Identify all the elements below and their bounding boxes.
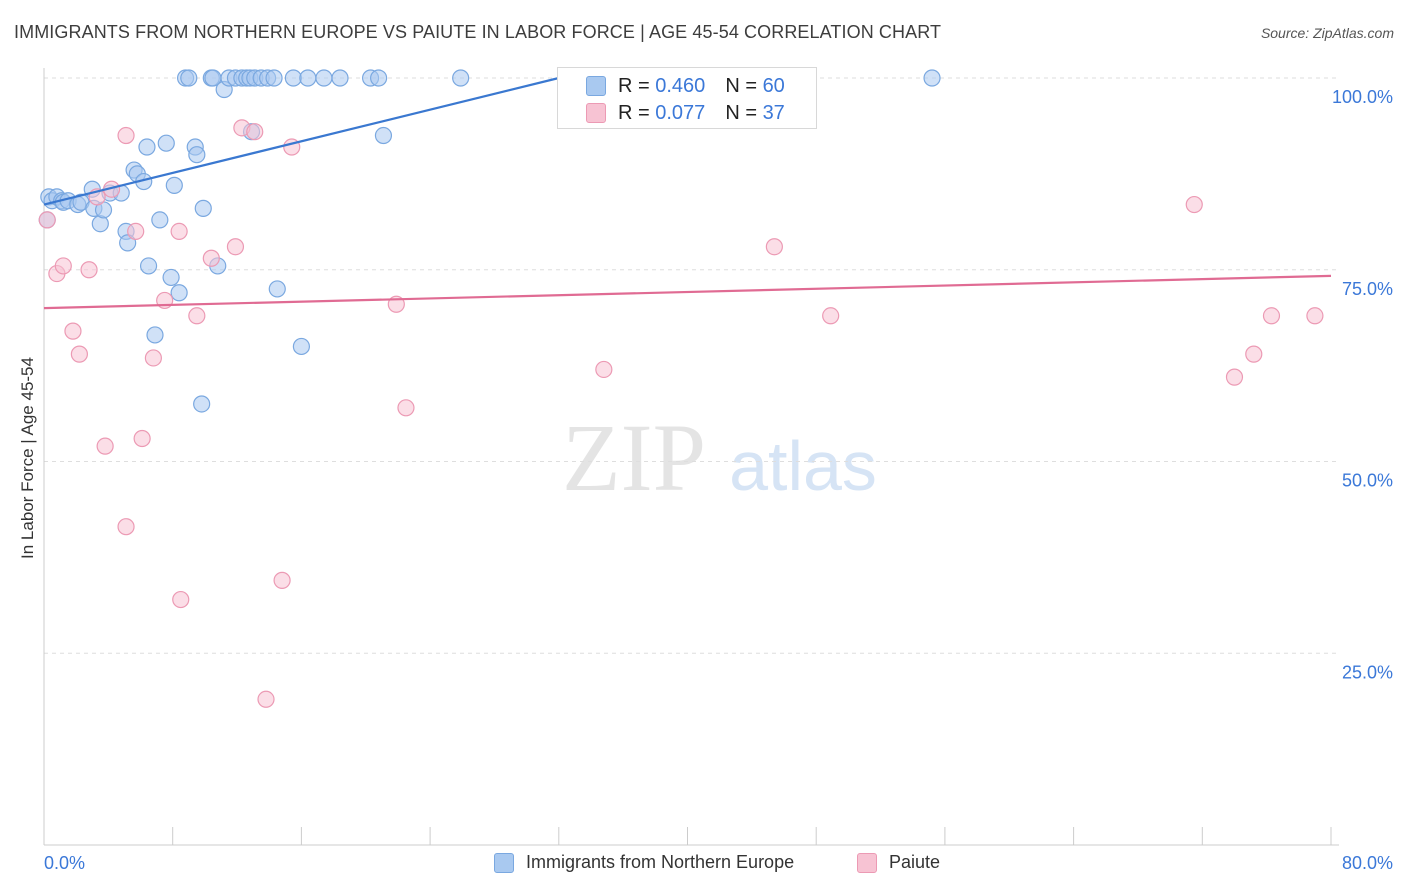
r-label: R =: [618, 74, 650, 97]
legend-swatch-northern-europe: [494, 852, 514, 873]
scatter-point-paiute: [595, 360, 613, 379]
correlation-legend: R = 0.460 N = 60 R = 0.077 N = 37: [557, 67, 817, 129]
legend-item-paiute[interactable]: Paiute: [857, 852, 940, 873]
scatter-point-northern-europe: [146, 326, 164, 344]
scatter-point-northern-europe: [299, 69, 317, 87]
scatter-point-paiute: [172, 590, 190, 609]
scatter-point-northern-europe: [194, 199, 212, 217]
scatter-point-northern-europe: [162, 268, 180, 287]
y-tick-label: 100.0%: [1332, 87, 1393, 107]
scatter-point-paiute: [1262, 307, 1281, 325]
correlation-row-paiute: R = 0.077 N = 37: [586, 101, 785, 125]
scatter-point-northern-europe: [188, 146, 206, 164]
scatter-point-northern-europe: [331, 69, 349, 87]
n-label: N =: [725, 74, 757, 97]
scatter-point-paiute: [765, 238, 783, 256]
scatter-point-paiute: [1225, 368, 1244, 386]
correlation-row-northern-europe: R = 0.460 N = 60: [586, 74, 785, 98]
legend-swatch-paiute: [857, 852, 877, 873]
series-legend: Immigrants from Northern Europe Paiute: [0, 852, 1406, 878]
scatter-point-paiute: [1245, 345, 1263, 363]
scatter-point-northern-europe: [315, 69, 333, 87]
correlation-swatch-paiute: [586, 103, 606, 123]
scatter-point-paiute: [133, 429, 151, 448]
y-tick-label: 50.0%: [1342, 471, 1393, 491]
scatter-point-paiute: [117, 126, 135, 145]
scatter-point-northern-europe: [165, 176, 183, 194]
scatter-point-northern-europe: [157, 134, 175, 152]
r-value: 0.460: [655, 74, 706, 97]
scatter-point-paiute: [80, 261, 98, 279]
grid: [44, 77, 1339, 654]
points: [38, 69, 1324, 708]
scatter-point-paiute: [144, 349, 162, 367]
trend-lines: [43, 76, 1332, 310]
tick-labels: 25.0% 50.0% 75.0% 100.0% 0.0% 80.0%: [44, 87, 1393, 873]
r-value: 0.077: [655, 101, 706, 124]
scatter-point-paiute: [397, 399, 415, 417]
n-label: N =: [725, 101, 757, 124]
scatter-point-paiute: [64, 322, 82, 340]
scatter-point-northern-europe: [193, 395, 211, 413]
n-value: 60: [762, 74, 785, 97]
scatter-point-paiute: [202, 249, 220, 267]
x-tick-label: 80.0%: [1342, 853, 1393, 873]
scatter-point-paiute: [1306, 307, 1324, 325]
scatter-point-paiute: [54, 257, 72, 275]
scatter-point-paiute: [96, 437, 114, 455]
r-label: R =: [618, 101, 650, 124]
scatter-point-paiute: [70, 345, 88, 363]
scatter-point-northern-europe: [370, 69, 388, 87]
scatter-point-northern-europe: [170, 284, 188, 302]
scatter-point-northern-europe: [151, 211, 169, 229]
trend-line-northern-europe: [43, 76, 560, 206]
scatter-point-northern-europe: [139, 257, 158, 275]
source-label: Source: ZipAtlas.com: [1260, 25, 1394, 41]
scatter-point-paiute: [273, 571, 291, 589]
scatter-point-paiute: [38, 211, 56, 229]
legend-label: Immigrants from Northern Europe: [526, 852, 795, 872]
scatter-point-northern-europe: [284, 69, 302, 87]
chart-title: IMMIGRANTS FROM NORTHERN EUROPE VS PAIUT…: [14, 22, 942, 42]
y-tick-label: 25.0%: [1342, 662, 1393, 682]
legend-item-northern-europe[interactable]: Immigrants from Northern Europe: [494, 852, 794, 873]
scatter-point-northern-europe: [268, 280, 286, 298]
correlation-swatch-northern-europe: [586, 76, 606, 96]
watermark-atlas: atlas: [729, 427, 877, 505]
scatter-point-northern-europe: [292, 337, 310, 356]
scatter-point-northern-europe: [180, 69, 198, 87]
scatter-point-paiute: [127, 222, 145, 240]
scatter-point-northern-europe: [138, 138, 156, 156]
scatter-point-northern-europe: [923, 69, 941, 87]
watermark-zip: ZIP: [562, 404, 706, 511]
legend-label: Paiute: [889, 852, 941, 872]
scatter-point-paiute: [246, 123, 264, 141]
trend-line-paiute: [43, 274, 1332, 310]
scatter-point-paiute: [1185, 195, 1203, 214]
scatter-point-paiute: [188, 307, 206, 325]
scatter-point-northern-europe: [452, 69, 470, 87]
scatter-point-paiute: [117, 518, 135, 536]
scatter-point-paiute: [170, 222, 188, 240]
n-value: 37: [762, 101, 785, 124]
watermark: ZIP atlas: [562, 404, 877, 511]
x-tick-label: 0.0%: [44, 853, 85, 873]
scatter-point-northern-europe: [374, 126, 393, 145]
scatter-point-northern-europe: [265, 69, 283, 87]
y-tick-label: 75.0%: [1342, 279, 1393, 299]
scatter-point-paiute: [257, 690, 275, 708]
scatter-point-paiute: [822, 307, 840, 325]
scatter-point-paiute: [226, 238, 245, 256]
